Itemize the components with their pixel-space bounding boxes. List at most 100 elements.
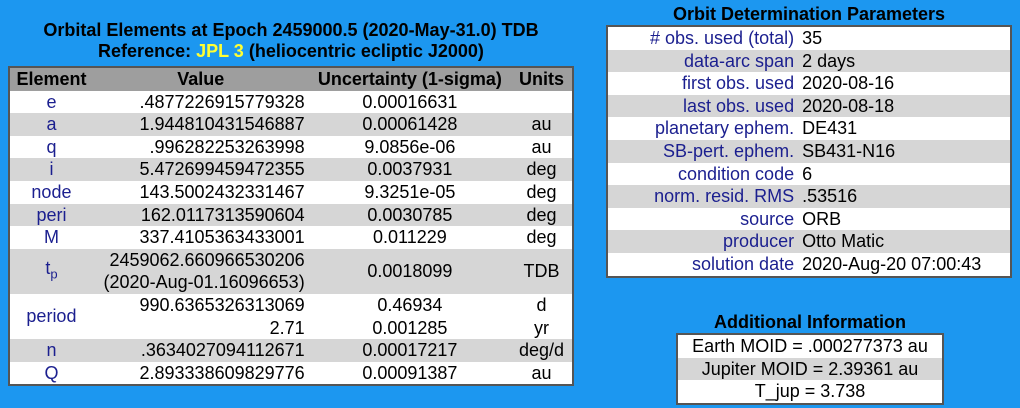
element-name: period [26, 306, 77, 327]
uncertainty: 9.3251e-05 [364, 181, 456, 202]
orbital-elements-section: Orbital Elements at Epoch 2459000.5 (202… [8, 20, 574, 387]
value-cell: .3634027094112671 [92, 339, 309, 362]
parameter-value: .53516 [798, 185, 1011, 208]
uncertainty-cell: 0.0037931 [308, 158, 512, 181]
parameter-row: SB-pert. ephem. SB431-N16 [607, 139, 1011, 163]
element-cell: a [9, 113, 93, 136]
parameter-value: 2020-08-18 [798, 94, 1011, 118]
parameter-value: DE431 [802, 118, 858, 139]
element-name: q [46, 136, 57, 157]
value: 1.944810431546887 [139, 114, 305, 135]
value-cell: 2459062.660966530206 (2020-Aug-01.1609665… [92, 248, 309, 294]
uncertainty-cell: 0.0018099 [308, 248, 512, 294]
elements-table: Element Value Uncertainty (1-sigma) Units e.… [8, 66, 574, 387]
uncertainty: 0.011229 [373, 227, 447, 248]
units: deg [526, 181, 557, 202]
value-cell: 143.5002432331467 [93, 181, 309, 204]
element-cell: period [9, 294, 93, 339]
element-name: Q [44, 362, 59, 383]
value: 5.472699459472355 [139, 159, 305, 180]
parameter-value: 6 [802, 163, 813, 184]
value-cell: 337.4105363433001 [93, 226, 309, 249]
reference-name[interactable]: JPL 3 [196, 41, 244, 61]
element-name: node [31, 181, 72, 202]
value-cell: 162.0117313590604 [92, 203, 309, 227]
value: .4877226915779328 [139, 91, 305, 112]
uncertainty: 9.0856e-06 [364, 136, 456, 157]
value-cell: 990.6365326313069 2.71 [93, 294, 309, 339]
element-row: period 990.6365326313069 2.71 0.46934 0.0012… [9, 294, 573, 339]
parameter-row: solution date 2020-Aug-20 07:00:43 [607, 253, 1011, 277]
column-header: Element [9, 67, 93, 91]
parameter-label: producer [607, 230, 799, 253]
parameter-label: norm. resid. RMS [607, 185, 799, 208]
units: au [531, 136, 552, 157]
column-header: Uncertainty (1-sigma) [308, 67, 512, 91]
value: 990.6365326313069 [139, 294, 305, 315]
units-cell: deg [511, 203, 573, 227]
value: (2020-Aug-01.16096653) [103, 272, 305, 293]
parameter-row: planetary ephem. DE431 [607, 117, 1011, 140]
parameter-row: first obs. used 2020-08-16 [607, 72, 1011, 95]
parameter-row: source ORB [607, 208, 1011, 231]
header-row: Element Value Uncertainty (1-sigma) Units [9, 67, 573, 91]
element-cell: node [9, 181, 93, 204]
reference-suffix: (heliocentric ecliptic J2000) [248, 41, 484, 61]
element-cell: q [9, 136, 93, 159]
element-row: i 5.472699459472355 0.0037931 deg [9, 158, 573, 181]
parameter-label: data-arc span [607, 49, 799, 73]
element-cell: e [9, 91, 93, 114]
units-cell: deg/d [511, 339, 573, 362]
value: 2459062.660966530206 [109, 249, 305, 270]
units-cell: deg [511, 158, 573, 181]
section-title: Orbit Determination Parameters [672, 4, 946, 24]
uncertainty-cell: 0.46934 0.001285 [309, 294, 511, 339]
value-cell: .4877226915779328 [93, 91, 309, 114]
uncertainty: 0.46934 [377, 294, 443, 315]
parameter-row: # obs. used (total) 35 [607, 26, 1011, 50]
element-row: n .3634027094112671 0.00017217 deg/d [9, 339, 573, 362]
uncertainty: 0.00017217 [362, 340, 458, 361]
uncertainty-cell: 0.00016631 [309, 91, 511, 114]
element-row: node 143.5002432331467 9.3251e-05 deg [9, 181, 573, 204]
element-row: a 1.944810431546887 0.00061428 au [9, 113, 573, 136]
units-cell: deg [511, 226, 573, 249]
uncertainty: 0.0037931 [367, 159, 453, 180]
reference-prefix: Reference: [98, 41, 192, 61]
value-cell: 2.893338609829776 [93, 362, 309, 386]
uncertainty-cell: 9.0856e-06 [309, 136, 511, 159]
parameter-row: norm. resid. RMS .53516 [607, 185, 1011, 208]
parameter-row: producer Otto Matic [607, 230, 1011, 253]
value: 2.71 [269, 317, 305, 338]
parameter-row: last obs. used 2020-08-18 [607, 94, 1011, 118]
units: deg [526, 204, 557, 225]
units-cell: d yr [511, 294, 573, 339]
units: au [531, 362, 552, 383]
units: yr [534, 317, 550, 338]
element-name: a [46, 114, 57, 135]
element-subscript: p [50, 266, 58, 282]
element-cell: i [9, 158, 93, 181]
element-cell: tp [9, 248, 93, 294]
uncertainty-cell: 0.00061428 [308, 113, 512, 136]
element-name: M [43, 227, 59, 248]
value: 162.0117313590604 [140, 204, 305, 225]
value-cell: 1.944810431546887 [92, 113, 309, 136]
column-header: Units [511, 67, 573, 91]
uncertainty-cell: 0.0030785 [308, 203, 512, 227]
parameter-value: SB431-N16 [798, 139, 1011, 163]
parameter-label: last obs. used [607, 94, 799, 118]
uncertainty: 0.00061428 [362, 114, 458, 135]
section-title: Additional Information [714, 312, 906, 332]
orbit-determination-section: Orbit Determination Parameters # obs. us… [606, 4, 1012, 278]
uncertainty-cell: 0.00091387 [309, 362, 511, 386]
uncertainty: 0.001285 [372, 317, 448, 338]
info-line: T_jup = 3.738 [754, 381, 866, 402]
uncertainty-cell: 9.3251e-05 [309, 181, 511, 204]
section-title: Orbital Elements at Epoch 2459000.5 (202… [43, 20, 539, 40]
element-row: q .996282253263998 9.0856e-06 au [9, 136, 573, 159]
units-cell: au [511, 362, 573, 386]
element-cell: M [9, 226, 93, 249]
reference-line: Reference: JPL 3 (heliocentric ecliptic … [8, 41, 574, 62]
element-row: e .4877226915779328 0.00016631 [9, 91, 573, 114]
